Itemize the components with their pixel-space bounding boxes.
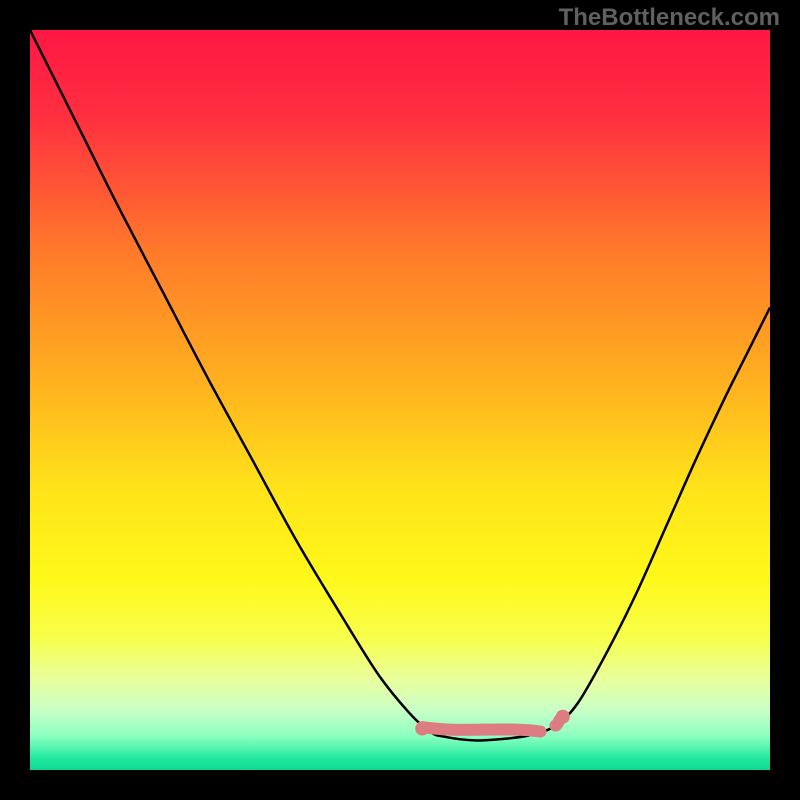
optimal-range-highlight-0 [422, 727, 540, 731]
bottleneck-curve-plot [30, 30, 770, 770]
optimal-range-endcap-1 [556, 710, 570, 724]
optimal-range-endcap-0 [415, 722, 429, 736]
chart-frame: TheBottleneck.com [0, 0, 800, 800]
gradient-background [30, 30, 770, 770]
watermark-text: TheBottleneck.com [559, 4, 780, 32]
